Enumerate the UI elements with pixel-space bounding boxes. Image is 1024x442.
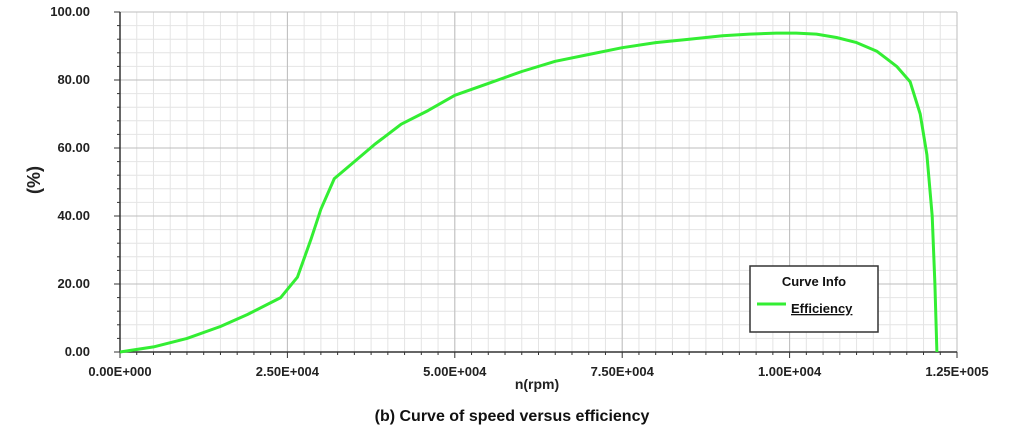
- y-tick-label: 100.00: [50, 4, 90, 19]
- series-line-efficiency: [119, 31, 939, 354]
- legend-label-efficiency: Efficiency: [791, 301, 853, 316]
- y-tick-label: 0.00: [65, 344, 90, 359]
- efficiency-chart: 0.00 20.00 40.00 60.00 80.00 100.00 0.00E+000…: [24, 4, 989, 392]
- legend-title: Curve Info: [782, 274, 846, 289]
- x-tick-label: 1.25E+005: [925, 364, 988, 379]
- series-layer: [119, 31, 939, 354]
- y-tick-label: 20.00: [57, 276, 90, 291]
- x-tick-label: 5.00E+004: [423, 364, 487, 379]
- legend: Curve Info Efficiency: [749, 265, 879, 333]
- y-tick-label: 80.00: [57, 72, 90, 87]
- y-tick-labels: 0.00 20.00 40.00 60.00 80.00 100.00: [50, 4, 90, 359]
- chart-axes: [114, 11, 958, 358]
- figure-caption: (b) Curve of speed versus efficiency: [374, 408, 650, 425]
- x-axis-label: n(rpm): [515, 376, 559, 392]
- y-tick-label: 40.00: [57, 208, 90, 223]
- y-tick-label: 60.00: [57, 140, 90, 155]
- y-axis-label: (%): [24, 166, 44, 194]
- legend-box: [749, 265, 879, 333]
- x-tick-label: 2.50E+004: [256, 364, 320, 379]
- x-tick-label: 1.00E+004: [758, 364, 822, 379]
- x-tick-label: 0.00E+000: [88, 364, 151, 379]
- x-tick-label: 7.50E+004: [591, 364, 655, 379]
- x-tick-labels: 0.00E+000 2.50E+004 5.00E+004 7.50E+004 1.00…: [88, 364, 988, 379]
